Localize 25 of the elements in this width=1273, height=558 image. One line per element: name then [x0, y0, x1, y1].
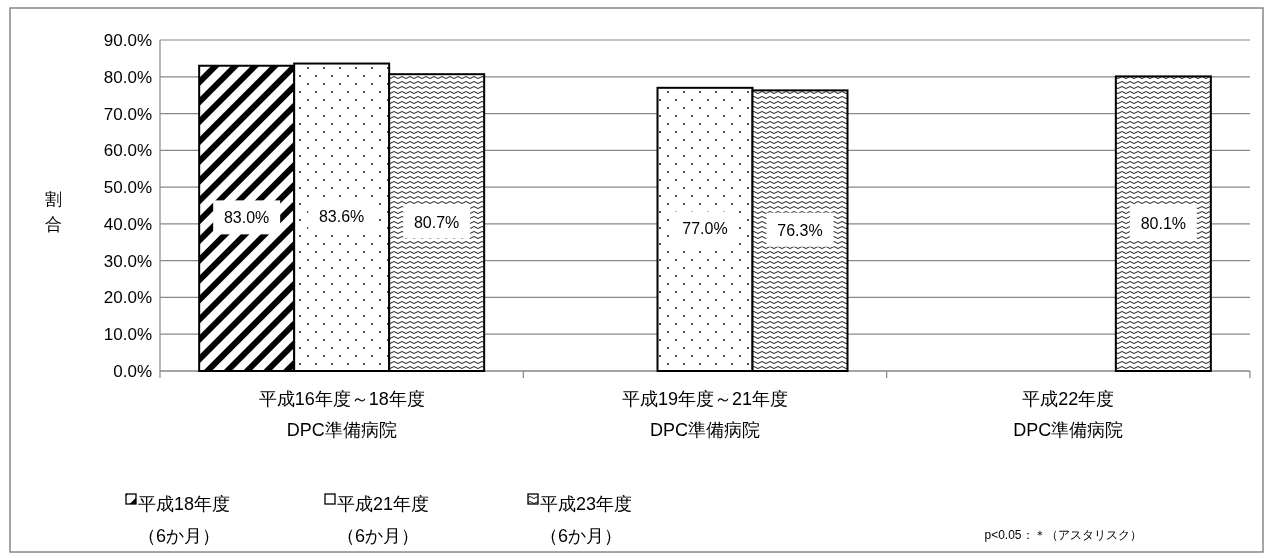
y-tick-label: 40.0% [103, 214, 152, 234]
x-tick-label: 平成16年度～18年度 DPC準備病院 [258, 389, 425, 440]
legend-label: 平成23年度（6か月） [540, 493, 634, 548]
y-tick-label: 20.0% [103, 288, 152, 308]
legend-label: 平成21年度（6か月） [337, 493, 431, 548]
bar [1114, 75, 1212, 372]
data-label: 80.1% [1140, 214, 1187, 232]
y-axis-title: 割合 [44, 190, 62, 234]
data-label: 83.0% [223, 209, 270, 227]
y-tick-label: 60.0% [103, 141, 152, 161]
x-tick-label: 平成19年度～21年度 DPC準備病院 [621, 389, 789, 440]
data-label: 77.0% [682, 220, 728, 238]
y-tick-label: 80.0% [103, 67, 152, 87]
y-tick-label: 10.0% [103, 325, 152, 345]
y-tick-label: 90.0% [103, 31, 152, 50]
y-tick-label: 50.0% [103, 178, 152, 198]
y-tick-label: 0.0% [113, 362, 152, 381]
y-tick-label: 70.0% [103, 104, 152, 124]
data-label: 76.3% [777, 221, 823, 239]
data-label: 80.7% [413, 213, 460, 231]
legend-label: 平成18年度（6か月） [138, 493, 232, 548]
x-tick-label: 平成22年度 DPC準備病院 [1013, 389, 1124, 440]
data-label: 83.6% [318, 208, 365, 226]
text: p<0.05：＊（アスタリスク） [984, 528, 1142, 542]
y-tick-label: 30.0% [103, 251, 152, 271]
